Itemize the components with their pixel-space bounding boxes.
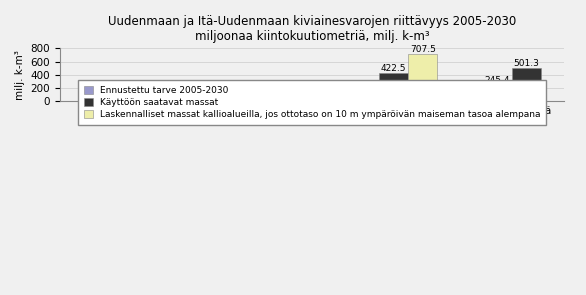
Text: 245.4: 245.4 xyxy=(485,76,510,85)
Y-axis label: milj. k-m³: milj. k-m³ xyxy=(15,50,25,100)
Bar xyxy=(112,100,141,101)
Text: 13.9: 13.9 xyxy=(221,91,241,100)
Bar xyxy=(408,55,437,101)
Legend: Ennustettu tarve 2005-2030, Käyttöön saatavat massat, Laskennalliset massat kall: Ennustettu tarve 2005-2030, Käyttöön saa… xyxy=(79,81,546,124)
Text: 152.9: 152.9 xyxy=(351,82,377,91)
Title: Uudenmaan ja Itä-Uudenmaan kiviainesvarojen riittävyys 2005-2030
miljoonaa kiint: Uudenmaan ja Itä-Uudenmaan kiviainesvaro… xyxy=(108,15,516,43)
Text: 61.4: 61.4 xyxy=(250,88,270,97)
Bar xyxy=(246,97,275,101)
Bar xyxy=(83,96,112,101)
Bar xyxy=(483,85,512,101)
Bar xyxy=(379,73,408,101)
Text: 16.9: 16.9 xyxy=(117,91,137,100)
Text: 501.3: 501.3 xyxy=(514,59,540,68)
Text: 78.6: 78.6 xyxy=(87,87,108,96)
Text: 707.5: 707.5 xyxy=(410,45,435,54)
Bar xyxy=(512,68,541,101)
Text: 422.5: 422.5 xyxy=(381,64,406,73)
Bar xyxy=(349,91,379,101)
